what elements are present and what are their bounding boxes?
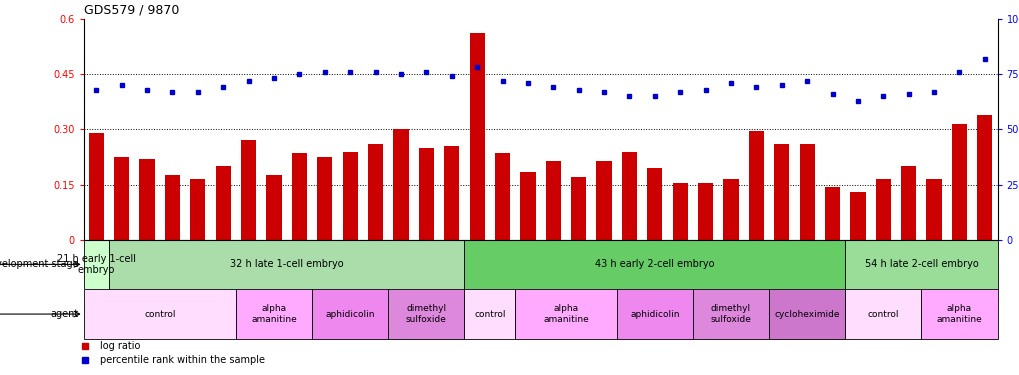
Text: cycloheximide: cycloheximide (773, 310, 839, 319)
Bar (342, 152, 358, 240)
Bar (464, 289, 515, 339)
Bar (419, 148, 433, 240)
Bar (951, 124, 966, 240)
Bar (925, 179, 941, 240)
Text: dimethyl
sulfoxide: dimethyl sulfoxide (406, 304, 446, 324)
Text: control: control (867, 310, 898, 319)
Bar (266, 176, 281, 240)
Bar (114, 157, 129, 240)
Bar (672, 183, 687, 240)
Bar (312, 289, 388, 339)
Bar (596, 161, 611, 240)
Text: 54 h late 2-cell embryo: 54 h late 2-cell embryo (864, 260, 977, 269)
Bar (109, 240, 464, 289)
Bar (647, 168, 661, 240)
Bar (748, 131, 763, 240)
Bar (240, 141, 256, 240)
Text: control: control (474, 310, 505, 319)
Bar (191, 179, 205, 240)
Bar (84, 289, 235, 339)
Text: dimethyl
sulfoxide: dimethyl sulfoxide (710, 304, 751, 324)
Text: aphidicolin: aphidicolin (630, 310, 679, 319)
Bar (368, 144, 383, 240)
Text: GDS579 / 9870: GDS579 / 9870 (84, 3, 179, 16)
Text: alpha
amanitine: alpha amanitine (542, 304, 588, 324)
Bar (464, 240, 845, 289)
Bar (692, 289, 768, 339)
Bar (799, 144, 814, 240)
Text: alpha
amanitine: alpha amanitine (251, 304, 297, 324)
Bar (393, 129, 409, 240)
Bar (84, 240, 109, 289)
Bar (845, 289, 920, 339)
Bar (824, 186, 840, 240)
Text: development stage: development stage (0, 260, 78, 269)
Bar (622, 152, 637, 240)
Bar (515, 289, 616, 339)
Text: aphidicolin: aphidicolin (325, 310, 375, 319)
Bar (976, 115, 991, 240)
Text: control: control (144, 310, 175, 319)
Bar (140, 159, 155, 240)
Bar (920, 289, 997, 339)
Text: 21 h early 1-cell
embryo: 21 h early 1-cell embryo (57, 254, 136, 275)
Bar (773, 144, 789, 240)
Bar (494, 153, 510, 240)
Bar (900, 166, 915, 240)
Bar (388, 289, 464, 339)
Bar (875, 179, 890, 240)
Text: 32 h late 1-cell embryo: 32 h late 1-cell embryo (229, 260, 343, 269)
Bar (850, 192, 865, 240)
Bar (89, 133, 104, 240)
Text: percentile rank within the sample: percentile rank within the sample (100, 356, 265, 366)
Bar (722, 179, 738, 240)
Bar (215, 166, 230, 240)
Bar (697, 183, 712, 240)
Bar (165, 176, 180, 240)
Bar (768, 289, 845, 339)
Bar (317, 157, 332, 240)
Text: 43 h early 2-cell embryo: 43 h early 2-cell embryo (594, 260, 714, 269)
Bar (291, 153, 307, 240)
Text: agent: agent (50, 309, 78, 319)
Bar (616, 289, 692, 339)
Bar (235, 289, 312, 339)
Text: log ratio: log ratio (100, 341, 141, 351)
Bar (845, 240, 997, 289)
Bar (545, 161, 560, 240)
Bar (571, 177, 586, 240)
Bar (520, 172, 535, 240)
Bar (443, 146, 459, 240)
Bar (469, 33, 484, 240)
Text: alpha
amanitine: alpha amanitine (935, 304, 981, 324)
